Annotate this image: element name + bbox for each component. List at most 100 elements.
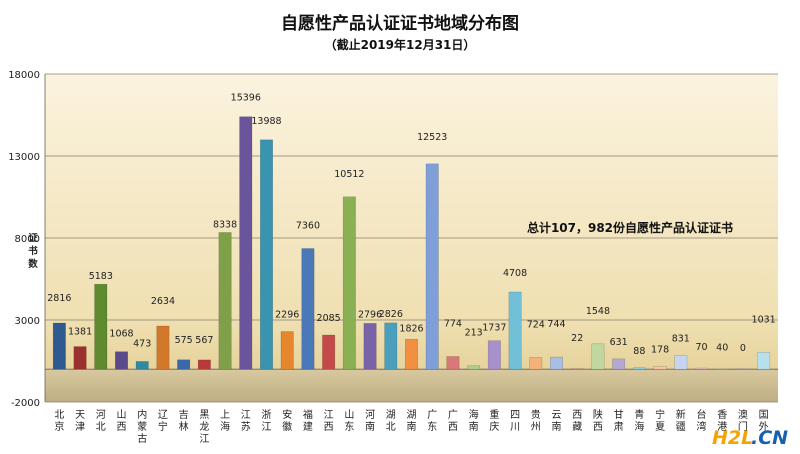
y-tick-label: 18000 [8, 70, 40, 81]
bar [239, 116, 253, 370]
value-label: 70 [695, 342, 707, 353]
value-label: 575 [175, 335, 193, 346]
category-label: 北 [386, 421, 396, 433]
category-label: 苏 [241, 420, 251, 433]
value-label: 0 [740, 343, 746, 354]
bar [218, 232, 232, 370]
category-label: 海 [634, 420, 644, 433]
bar [529, 357, 543, 370]
plot-area: -2000300080001300018000证书数2816北京1381天津51… [8, 70, 778, 445]
chart-title: 自愿性产品认证证书地域分布图 [281, 13, 519, 34]
value-label: 5183 [89, 271, 113, 282]
value-label: 567 [195, 335, 213, 346]
value-label: 831 [672, 334, 690, 345]
category-label: 天 [75, 410, 85, 421]
category-label: 西 [593, 422, 603, 433]
bar [446, 356, 460, 370]
category-label: 国 [759, 409, 769, 421]
bar [260, 139, 273, 370]
bar [73, 346, 87, 370]
category-label: 辽 [158, 409, 168, 421]
category-label: 澳 [738, 408, 748, 421]
category-label: 东 [344, 420, 354, 433]
value-label: 2816 [47, 293, 71, 304]
category-label: 庆 [489, 420, 499, 433]
bar [301, 248, 315, 370]
category-label: 建 [303, 420, 313, 433]
y-axis-label: 证 [28, 233, 38, 244]
value-label: 4708 [503, 268, 527, 279]
value-label: 774 [444, 319, 462, 330]
category-label: 上 [220, 409, 230, 421]
chart-subtitle: （截止2019年12月31日） [325, 37, 476, 52]
category-label: 甘 [614, 408, 624, 421]
category-label: 疆 [676, 421, 686, 433]
category-label: 吉 [179, 409, 189, 421]
category-label: 夏 [655, 421, 665, 433]
category-label: 南 [365, 420, 375, 433]
category-label: 蒙 [137, 420, 147, 433]
bar [487, 340, 501, 370]
value-label: 2634 [151, 296, 175, 307]
category-label: 北 [54, 409, 64, 421]
value-label: 2085 [317, 313, 341, 324]
category-label: 江 [324, 409, 334, 421]
bar [467, 365, 481, 370]
category-label: 津 [75, 421, 85, 433]
value-label: 473 [133, 338, 151, 349]
category-label: 京 [54, 420, 64, 433]
category-label: 台 [697, 408, 707, 421]
category-label: 云 [552, 410, 562, 421]
bar [674, 355, 688, 370]
category-label: 南 [407, 420, 417, 433]
bar [280, 331, 294, 370]
category-label: 林 [179, 420, 189, 433]
category-label: 州 [531, 421, 541, 433]
bar [425, 163, 439, 370]
category-label: 海 [220, 420, 230, 433]
bar [695, 367, 708, 370]
category-label: 陕 [593, 408, 603, 421]
bar [736, 368, 750, 370]
category-label: 西 [324, 422, 334, 433]
category-label: 重 [489, 408, 499, 421]
bar [156, 325, 170, 370]
category-label: 河 [365, 409, 375, 421]
watermark-text-b: .CN [751, 427, 788, 449]
bar [550, 356, 563, 370]
category-label: 东 [427, 420, 437, 433]
category-label: 安 [282, 408, 292, 421]
value-label: 12523 [417, 132, 447, 143]
value-label: 88 [633, 346, 645, 357]
category-label: 徽 [282, 420, 292, 433]
y-axis-label: 书 [28, 245, 38, 257]
value-label: 724 [527, 319, 545, 330]
bar [52, 322, 66, 370]
value-label: 1548 [586, 306, 610, 317]
category-label: 藏 [572, 421, 582, 433]
value-label: 13988 [251, 116, 281, 127]
category-label: 宁 [158, 420, 168, 433]
value-label: 2296 [275, 310, 299, 321]
category-label: 青 [634, 408, 644, 421]
category-label: 湖 [407, 409, 417, 421]
bar [342, 196, 356, 370]
bar [570, 368, 584, 370]
category-label: 港 [717, 421, 727, 433]
category-label: 湾 [697, 420, 707, 433]
value-label: 1068 [109, 329, 133, 340]
category-label: 古 [137, 432, 147, 445]
y-tick-label: 3000 [15, 316, 40, 327]
category-label: 川 [510, 422, 520, 433]
value-label: 1737 [482, 323, 506, 334]
bar [197, 359, 211, 370]
bar [384, 322, 398, 370]
bar [322, 334, 336, 370]
category-label: 福 [303, 408, 313, 421]
value-label: 744 [547, 319, 565, 330]
watermark-text-a: H2L [712, 427, 753, 449]
value-label: 7360 [296, 220, 320, 231]
bar [632, 367, 646, 370]
category-label: 北 [96, 421, 106, 433]
